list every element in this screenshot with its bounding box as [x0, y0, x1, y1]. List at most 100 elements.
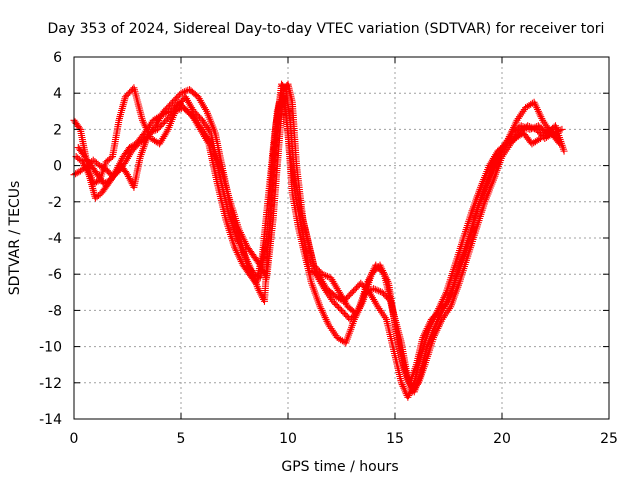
data-point	[370, 285, 378, 293]
data-trace	[464, 227, 480, 258]
data-trace	[530, 136, 543, 147]
data-trace	[282, 110, 294, 158]
data-trace	[155, 118, 169, 132]
data-trace	[324, 286, 338, 299]
data-trace	[328, 276, 342, 294]
data-trace	[244, 263, 257, 277]
data-trace	[322, 287, 336, 303]
data-trace	[144, 124, 158, 141]
y-tick-label: -4	[48, 231, 62, 247]
data-trace	[142, 118, 156, 135]
data-point	[181, 93, 189, 101]
data-trace	[116, 95, 129, 122]
data-trace	[345, 304, 359, 317]
data-trace	[482, 178, 497, 204]
data-trace	[251, 254, 263, 268]
data-trace	[447, 281, 462, 309]
data-trace	[157, 127, 171, 146]
data-trace	[104, 154, 115, 165]
data-trace	[552, 124, 567, 153]
data-trace	[317, 305, 332, 327]
y-tick-label: 6	[53, 50, 62, 66]
data-trace	[182, 95, 197, 113]
data-trace	[151, 112, 164, 123]
data-point	[348, 288, 356, 296]
data-trace	[469, 185, 484, 213]
data-trace	[313, 272, 327, 291]
data-trace	[430, 317, 445, 340]
data-trace	[195, 95, 210, 113]
data-trace	[411, 354, 424, 385]
data-trace	[473, 200, 488, 231]
data-trace	[293, 164, 307, 222]
data-trace	[300, 218, 313, 249]
data-trace	[306, 245, 319, 276]
data-trace	[281, 82, 291, 92]
data-trace	[417, 345, 431, 376]
data-trace	[236, 227, 250, 249]
data-trace	[493, 145, 507, 164]
data-trace	[439, 305, 453, 322]
data-trace	[486, 149, 501, 168]
data-trace	[288, 100, 300, 167]
data-trace	[452, 236, 467, 267]
y-tick-label: 2	[53, 122, 62, 138]
data-trace	[417, 327, 433, 358]
y-tick-label: -10	[39, 340, 62, 356]
data-trace	[71, 118, 83, 132]
data-trace	[244, 245, 257, 259]
data-trace	[263, 218, 277, 280]
data-trace	[456, 254, 471, 285]
data-trace	[398, 341, 411, 381]
data-point	[158, 111, 166, 119]
data-trace	[523, 99, 536, 111]
data-trace	[381, 272, 396, 312]
data-point	[404, 393, 412, 401]
data-point	[305, 267, 313, 275]
data-trace	[176, 100, 190, 114]
data-trace	[426, 308, 441, 331]
y-axis-label: SDTVAR / TECUs	[7, 181, 23, 296]
data-point	[201, 129, 209, 137]
data-trace	[97, 163, 108, 172]
data-trace	[163, 109, 177, 123]
data-trace	[120, 145, 133, 159]
data-point	[517, 122, 525, 130]
data-trace	[355, 281, 370, 312]
data-trace	[108, 167, 120, 182]
data-trace	[130, 155, 144, 189]
data-trace	[223, 218, 238, 249]
y-tick-label: -2	[48, 195, 62, 211]
data-trace	[371, 285, 384, 296]
data-trace	[149, 136, 162, 147]
data-trace	[161, 100, 175, 114]
data-trace	[477, 164, 492, 189]
data-trace	[460, 209, 475, 240]
data-point	[526, 125, 534, 133]
data-trace	[544, 123, 558, 136]
data-trace	[185, 109, 199, 123]
data-trace	[91, 177, 102, 187]
data-trace	[383, 318, 398, 357]
data-trace	[366, 290, 381, 309]
data-trace	[348, 308, 361, 322]
data-trace	[433, 305, 447, 327]
data-trace	[320, 271, 333, 281]
y-tick-label: -8	[48, 303, 62, 319]
data-point	[327, 274, 335, 282]
x-tick-label: 20	[493, 431, 511, 447]
data-trace	[218, 169, 234, 204]
data-trace	[210, 146, 225, 173]
y-tick-label: -14	[39, 412, 62, 428]
data-trace	[88, 163, 100, 177]
data-point	[156, 140, 164, 148]
x-axis-label: GPS time / hours	[281, 459, 398, 475]
data-point	[492, 158, 500, 166]
data-trace	[114, 154, 126, 171]
data-trace	[263, 155, 277, 240]
data-trace	[375, 305, 389, 322]
x-tick-label: 5	[177, 431, 186, 447]
data-trace	[78, 163, 89, 174]
data-trace	[238, 240, 251, 267]
data-trace	[286, 155, 300, 204]
